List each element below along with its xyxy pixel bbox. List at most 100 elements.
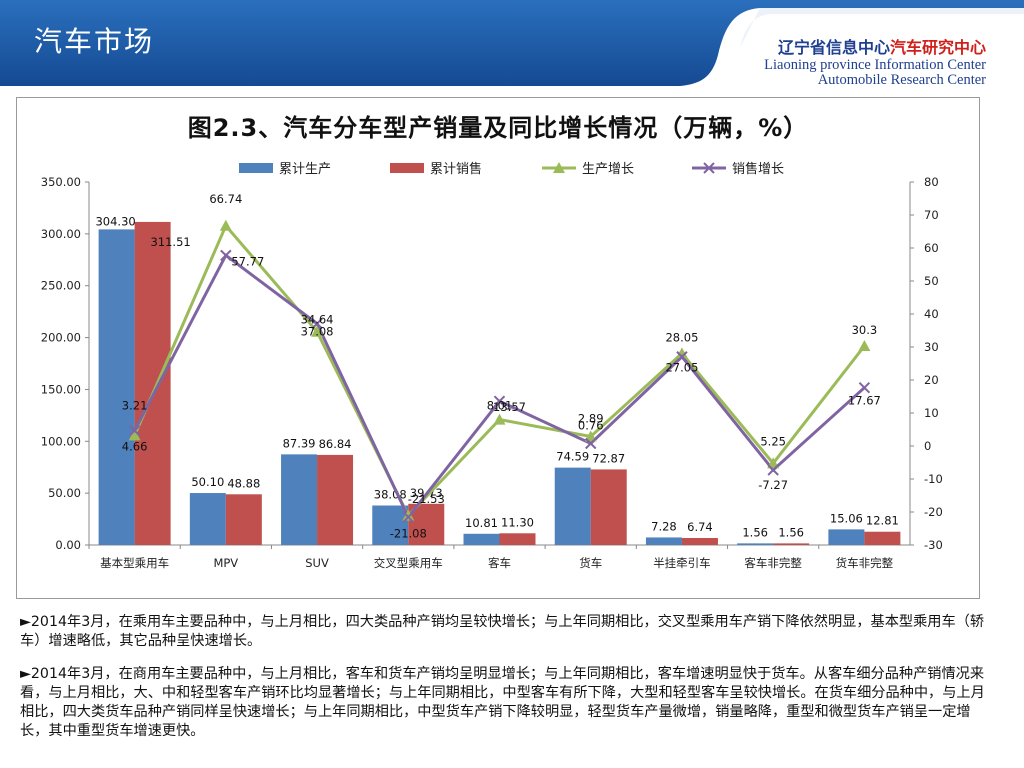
right-tick-label: 0: [924, 439, 931, 453]
bar-sales: [590, 469, 627, 545]
right-tick-label: 50: [924, 274, 939, 288]
marker-sales-growth: [493, 395, 506, 407]
chart-frame: 图2.3、汽车分车型产销量及同比增长情况（万辆，%） 0.00 50.00 100.…: [16, 97, 980, 599]
right-tick-label: -10: [924, 472, 943, 486]
bar-value-label-sales: 311.51: [150, 235, 190, 249]
right-tick-label: 80: [924, 175, 939, 189]
legend-label: 累计生产: [279, 162, 331, 177]
line-value-label-production-growth: 5.25: [760, 434, 786, 448]
right-tick-label: 30: [924, 340, 939, 354]
marker-sales-growth: [585, 437, 597, 450]
category-label: 货车: [579, 556, 602, 570]
bar-sales: [864, 531, 901, 545]
marker-sales-growth: [311, 317, 323, 330]
bar-sales: [225, 494, 262, 545]
line-value-label-sales-growth: 13.57: [493, 400, 526, 414]
line-value-label-sales-growth: 57.77: [231, 254, 264, 268]
line-value-label-sales-growth: -21.53: [408, 492, 445, 506]
header-banner: 汽车市场 辽宁省信息中心汽车研究中心 Liaoning province Inf…: [0, 0, 1024, 88]
left-tick-label: 0.00: [55, 538, 81, 552]
bar-value-label-sales: 12.81: [866, 514, 899, 528]
marker-production-growth: [311, 325, 324, 337]
bar-production: [737, 543, 774, 545]
legend-label: 销售增长: [732, 161, 784, 177]
banner-background: [0, 0, 1024, 86]
org-name-en-line1: Liaoning province Information Center: [764, 57, 986, 73]
marker-sales-growth: [767, 464, 779, 476]
line-value-label-sales-growth: 17.67: [848, 394, 881, 408]
legend-swatch: [239, 163, 273, 173]
line-value-label-production-growth: 30.3: [852, 323, 878, 337]
right-tick-label: 70: [924, 208, 939, 222]
bar-value-label-production: 10.81: [465, 516, 498, 530]
category-label: MPV: [213, 556, 238, 570]
chart-title: 图2.3、汽车分车型产销量及同比增长情况（万辆，%）: [187, 114, 809, 142]
legend-label: 生产增长: [582, 162, 634, 177]
legend-label: 累计销售: [430, 161, 482, 177]
bar-production: [645, 537, 682, 545]
category-label: 半挂牵引车: [653, 556, 711, 570]
bar-value-label-sales: 48.88: [227, 476, 260, 490]
bar-production: [828, 529, 865, 545]
bar-value-label-production: 1.56: [742, 525, 768, 539]
bar-production: [281, 454, 318, 545]
line-value-label-production-growth: 66.74: [209, 192, 242, 206]
combo-chart: 0.00 50.00 100.00 150.00 200.00 250.00 300.00 3…: [41, 161, 943, 570]
bar-sales: [773, 543, 810, 545]
bar-production: [189, 493, 226, 545]
bar-production: [372, 505, 409, 545]
org-name-highlight: 汽车研究中心: [889, 38, 986, 57]
paragraph-passenger-cars: ►2014年3月，在乘用车主要品种中，与上月相比，四大类品种产销均呈较快增长；与…: [20, 614, 985, 649]
bar-production: [554, 467, 591, 545]
legend-marker: [553, 162, 565, 173]
right-tick-label: -30: [924, 538, 943, 552]
org-name-en-line2: Automobile Research Center: [817, 72, 986, 88]
line-value-label-sales-growth: 4.66: [122, 440, 148, 454]
category-label: 基本型乘用车: [100, 556, 169, 570]
bar-value-label-sales: 86.84: [319, 437, 352, 451]
marker-sales-growth: [128, 424, 141, 437]
line-value-label-production-growth: 3.21: [122, 398, 148, 412]
marker-production-growth: [675, 347, 688, 359]
line-value-label-production-growth: 34.64: [301, 313, 334, 327]
bar-value-label-production: 304.30: [95, 214, 135, 228]
left-tick-label: 150.00: [41, 382, 81, 396]
marker-sales-growth: [676, 351, 688, 363]
bar-value-label-sales: 11.30: [501, 515, 534, 529]
bar-production: [98, 229, 135, 545]
category-label: 客车: [488, 556, 511, 570]
bar-value-label-production: 74.59: [556, 450, 589, 464]
line-value-label-production-growth: 28.05: [665, 330, 698, 344]
category-label: SUV: [305, 556, 329, 570]
bar-sales: [681, 538, 718, 545]
bar-value-label-sales: 6.74: [687, 520, 713, 534]
bar-value-label-sales: 72.87: [592, 451, 625, 465]
line-value-label-production-growth: -21.08: [390, 527, 427, 541]
left-tick-label: 200.00: [41, 331, 81, 345]
bar-production: [463, 533, 500, 545]
right-tick-label: -20: [924, 505, 943, 519]
paragraph-commercial-vehicles: ►2014年3月，在商用车主要品种中，与上月相比，客车和货车产销均呈明显增长；与…: [20, 666, 985, 739]
line-value-label-sales-growth: -7.27: [758, 478, 788, 492]
line-value-label-sales-growth: 0.76: [578, 418, 604, 432]
line-value-label-production-growth: 8.01: [487, 399, 513, 413]
category-label: 客车非完整: [744, 556, 802, 570]
slide-title: 汽车市场: [34, 25, 155, 58]
marker-production-growth: [584, 430, 597, 442]
marker-production-growth: [402, 509, 415, 521]
org-name-prefix: 辽宁省信息中心: [777, 38, 890, 57]
bar-sales: [499, 533, 536, 545]
left-tick-label: 350.00: [41, 175, 81, 189]
left-tick-label: 100.00: [41, 434, 81, 448]
line-value-label-production-growth: 2.89: [578, 411, 604, 425]
marker-sales-growth: [858, 381, 871, 394]
org-name-cn: 辽宁省信息中心汽车研究中心: [764, 34, 986, 58]
organization-logo-text: 辽宁省信息中心汽车研究中心 Liaoning province Informat…: [764, 34, 986, 88]
left-tick-label: 300.00: [41, 227, 81, 241]
bar-value-label-production: 7.28: [651, 519, 677, 533]
legend-swatch: [390, 163, 424, 173]
right-tick-label: 10: [924, 406, 939, 420]
category-label: 货车非完整: [836, 556, 894, 570]
right-tick-label: 60: [924, 241, 939, 255]
marker-sales-growth: [220, 249, 232, 262]
